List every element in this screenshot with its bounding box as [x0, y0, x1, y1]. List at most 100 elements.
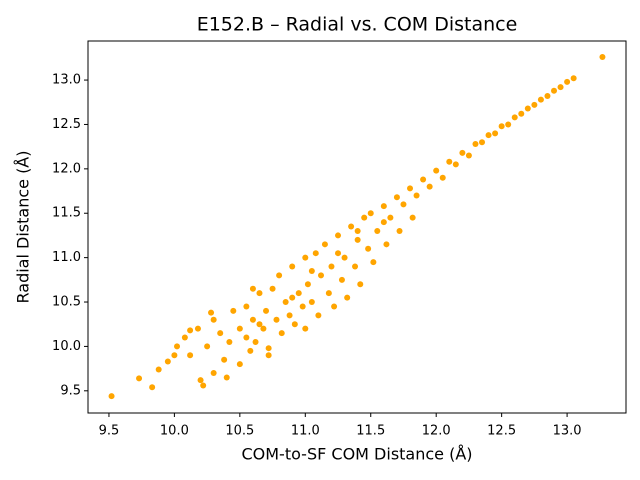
y-tick-label: 12.5 — [52, 117, 81, 132]
point — [286, 312, 293, 319]
point — [210, 316, 217, 323]
point — [531, 101, 538, 108]
point — [265, 345, 272, 352]
point — [265, 352, 272, 359]
point — [304, 281, 311, 288]
point — [365, 245, 372, 252]
point — [374, 227, 381, 234]
point — [312, 250, 319, 257]
point — [217, 330, 224, 337]
point — [269, 285, 276, 292]
point — [361, 214, 368, 221]
point — [197, 377, 204, 384]
point — [331, 303, 338, 310]
point — [426, 183, 433, 190]
point — [247, 347, 254, 354]
chart-title: E152.B – Radial vs. COM Distance — [197, 14, 518, 36]
point — [387, 214, 394, 221]
point — [308, 267, 315, 274]
point — [318, 272, 325, 279]
point — [200, 382, 207, 389]
point — [273, 316, 280, 323]
point — [289, 294, 296, 301]
x-tick-label: 13.0 — [553, 424, 582, 439]
point — [108, 393, 115, 400]
y-tick-label: 13.0 — [52, 73, 81, 88]
point — [164, 358, 171, 365]
point — [174, 343, 181, 350]
point — [551, 87, 558, 94]
point — [223, 374, 230, 381]
point — [295, 290, 302, 297]
point — [335, 232, 342, 239]
point — [383, 241, 390, 248]
y-tick-label: 10.0 — [52, 339, 81, 354]
point — [249, 316, 256, 323]
point — [243, 303, 250, 310]
point — [226, 338, 233, 345]
point — [564, 78, 571, 85]
point — [439, 174, 446, 181]
point — [479, 139, 486, 146]
point — [352, 263, 359, 270]
point — [570, 75, 577, 82]
point — [171, 352, 178, 359]
y-axis-label: Radial Distance (Å) — [14, 151, 33, 304]
y-tick-label: 11.0 — [52, 250, 81, 265]
point — [433, 167, 440, 174]
x-axis-label: COM-to-SF COM Distance (Å) — [241, 445, 472, 464]
point — [194, 325, 201, 332]
point — [380, 219, 387, 226]
point — [282, 299, 289, 306]
point — [407, 185, 414, 192]
point — [328, 263, 335, 270]
point — [252, 338, 259, 345]
point — [344, 294, 351, 301]
point — [302, 325, 309, 332]
point — [187, 327, 194, 334]
point — [452, 161, 459, 168]
point — [149, 384, 156, 391]
point — [472, 140, 479, 147]
x-tick-label: 10.5 — [225, 424, 254, 439]
point — [256, 321, 263, 328]
point — [210, 370, 217, 377]
point — [308, 299, 315, 306]
point — [187, 352, 194, 359]
point — [413, 192, 420, 199]
point — [321, 241, 328, 248]
point — [204, 343, 211, 350]
point — [302, 254, 309, 261]
point — [291, 321, 298, 328]
point — [511, 114, 518, 121]
point — [400, 201, 407, 208]
point — [485, 132, 492, 139]
point — [299, 303, 306, 310]
point — [524, 105, 531, 112]
point — [420, 176, 427, 183]
point — [136, 375, 143, 382]
point — [338, 276, 345, 283]
point — [348, 223, 355, 230]
point — [380, 203, 387, 210]
point — [278, 330, 285, 337]
x-tick-label: 11.5 — [356, 424, 385, 439]
point — [315, 312, 322, 319]
point — [289, 263, 296, 270]
point — [544, 93, 551, 100]
point — [260, 325, 267, 332]
point — [208, 309, 215, 316]
x-tick-label: 12.0 — [422, 424, 451, 439]
point — [236, 361, 243, 368]
point — [409, 214, 416, 221]
point — [537, 96, 544, 103]
point — [155, 366, 162, 373]
point — [393, 194, 400, 201]
point — [354, 236, 361, 243]
point — [230, 307, 237, 314]
point — [446, 158, 453, 165]
point — [370, 259, 377, 266]
y-tick-label: 11.5 — [52, 206, 81, 221]
point — [341, 254, 348, 261]
plot-frame — [87, 40, 627, 414]
